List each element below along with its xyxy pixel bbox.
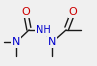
Text: N: N bbox=[48, 37, 56, 47]
Text: N: N bbox=[12, 37, 20, 47]
Text: O: O bbox=[21, 7, 30, 17]
Text: O: O bbox=[69, 7, 78, 17]
Text: NH: NH bbox=[36, 25, 51, 35]
